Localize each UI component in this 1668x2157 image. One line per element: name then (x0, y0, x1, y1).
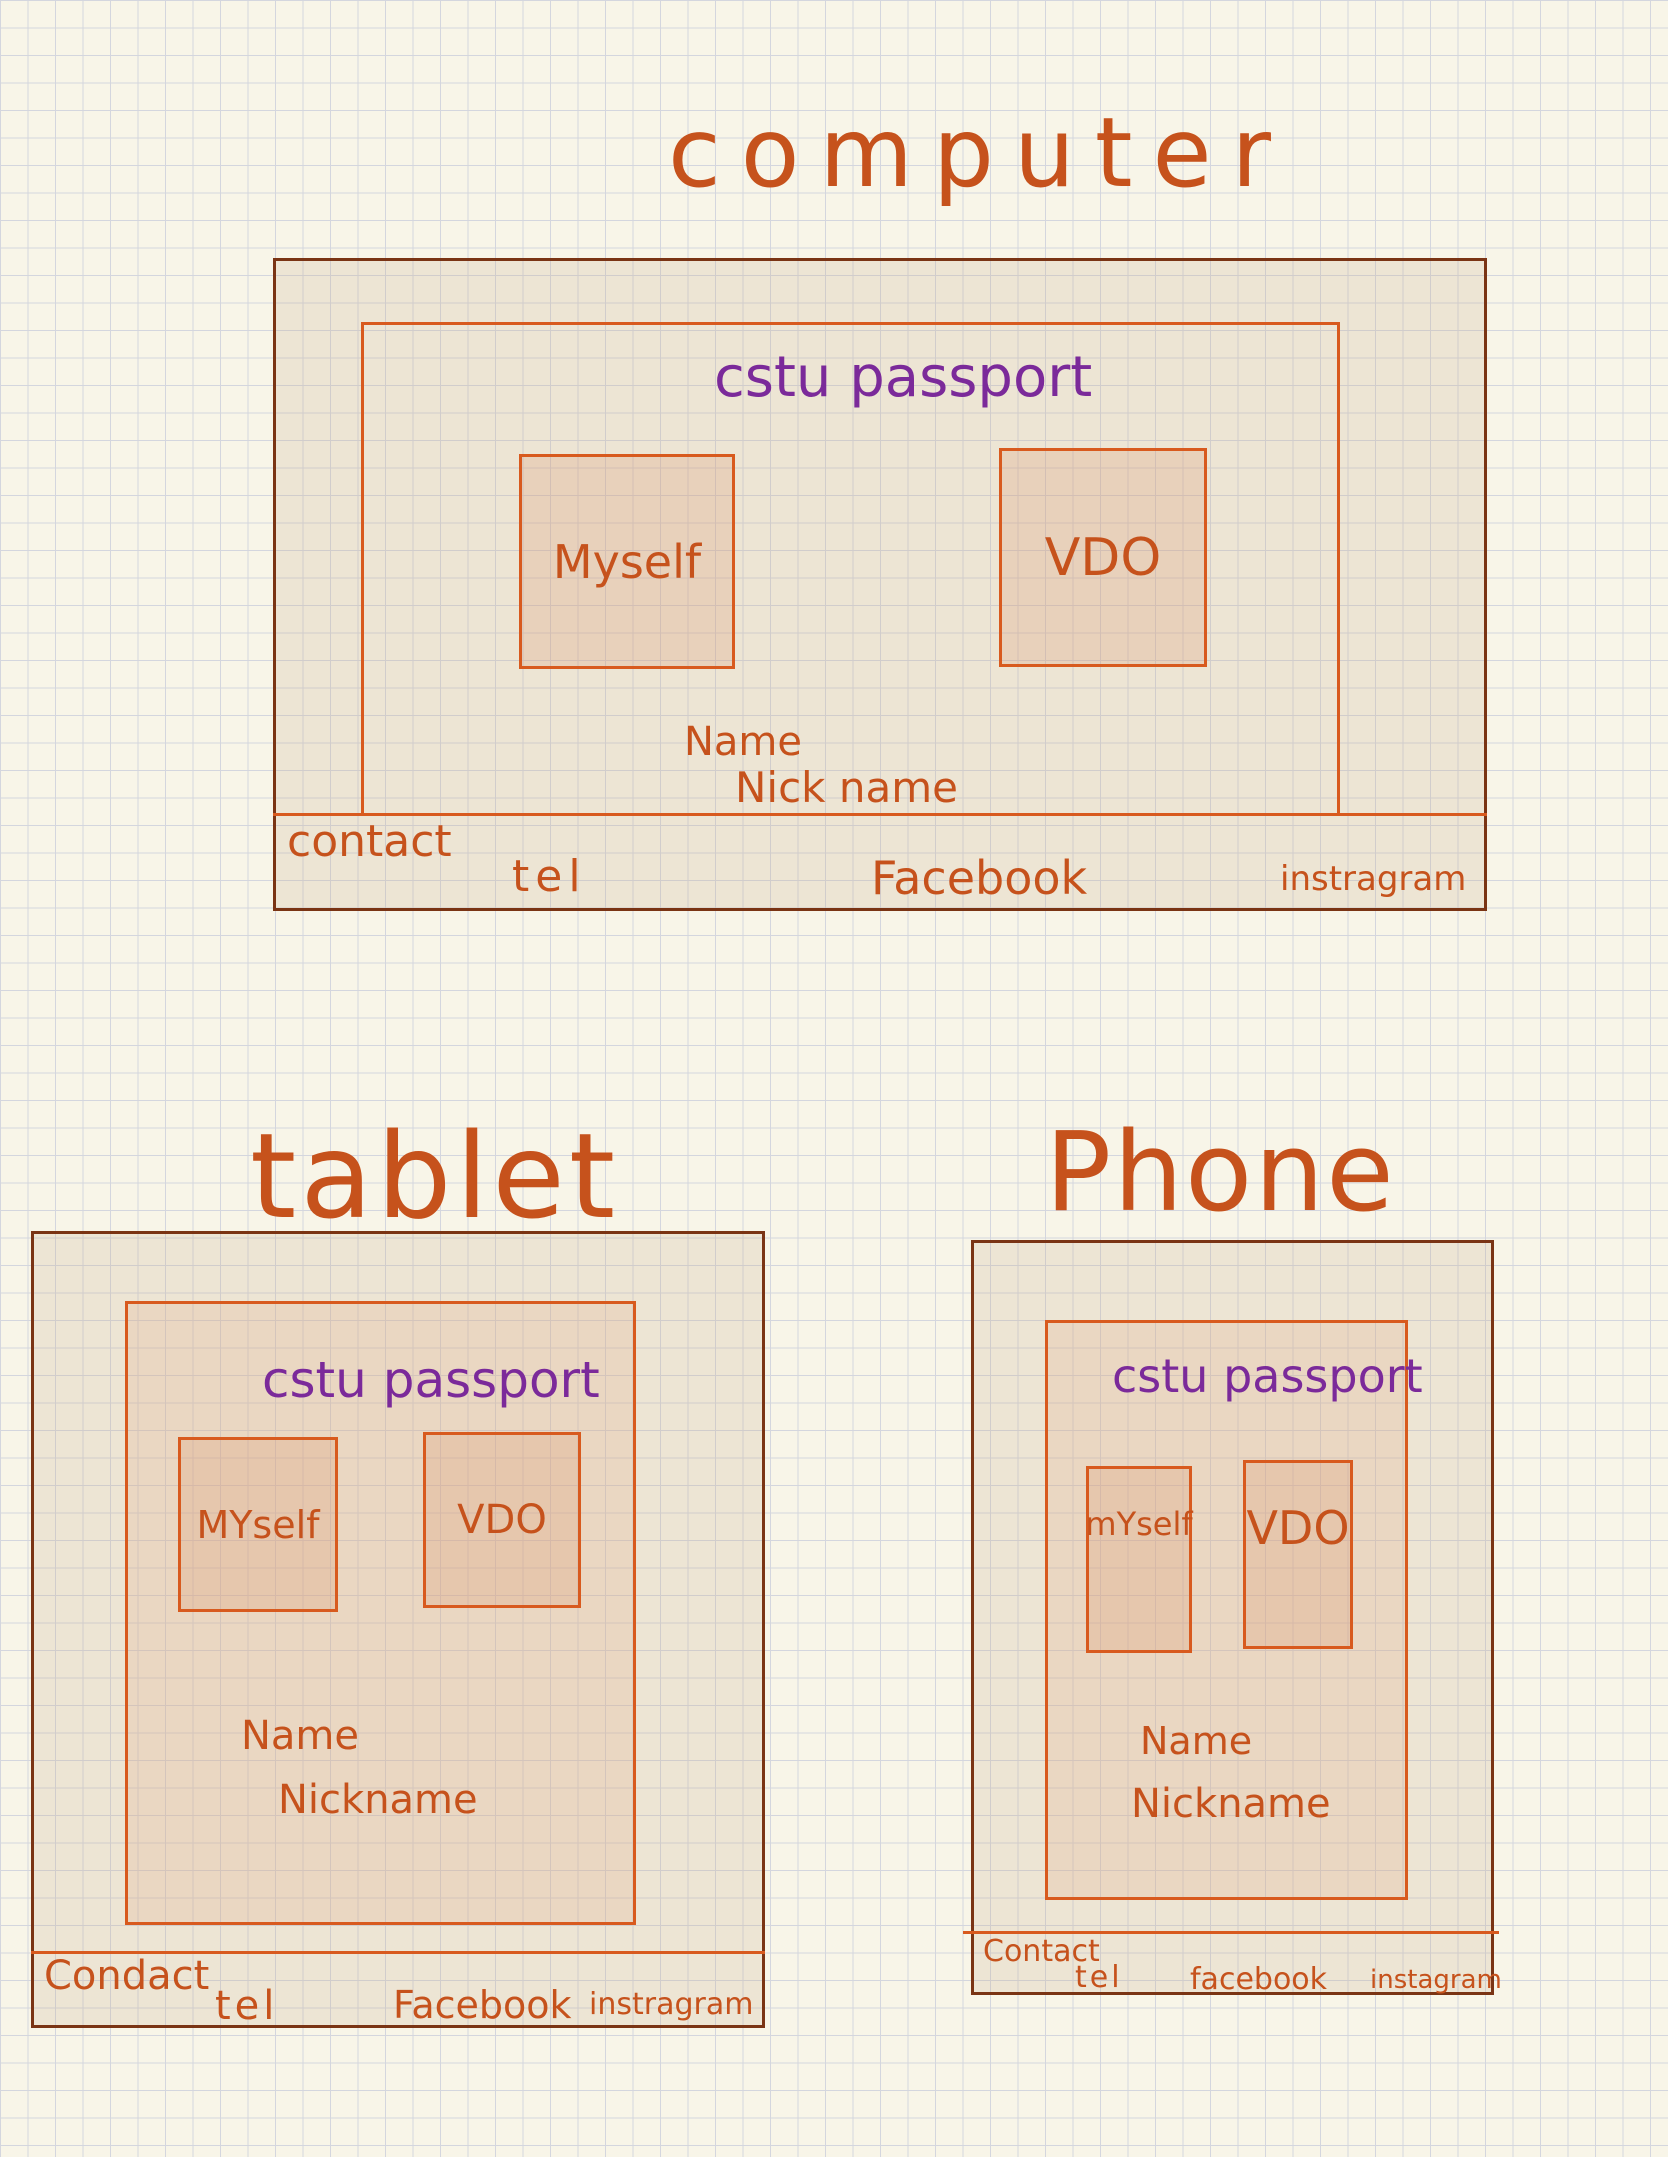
tablet-myself-label: MYself (196, 1502, 320, 1547)
tablet-frame (31, 1231, 765, 2028)
phone-nickname-label: Nickname (1131, 1781, 1331, 1827)
phone-contact-label: Contact (983, 1934, 1100, 1969)
phone-facebook-link[interactable]: facebook (1190, 1962, 1328, 1997)
phone-vdo-label: VDO (1246, 1501, 1350, 1555)
tablet-tel-link[interactable]: tel (215, 1983, 279, 2029)
computer-myself-box: Myself (519, 454, 735, 669)
tablet-vdo-box: VDO (423, 1432, 581, 1608)
tablet-vdo-label: VDO (457, 1497, 547, 1543)
computer-facebook-link[interactable]: Facebook (871, 851, 1088, 905)
tablet-footer-divider (31, 1951, 765, 1954)
phone-name-label: Name (1140, 1719, 1253, 1763)
phone-instagram-link[interactable]: instagram (1370, 1965, 1502, 1995)
tablet-content-area (125, 1301, 636, 1925)
phone-vdo-box: VDO (1243, 1460, 1353, 1649)
computer-instagram-link[interactable]: instragram (1280, 859, 1467, 899)
tablet-myself-box: MYself (178, 1437, 338, 1612)
tablet-header: cstu passport (262, 1351, 600, 1409)
tablet-name-label: Name (241, 1713, 360, 1759)
tablet-instagram-link[interactable]: instragram (589, 1987, 754, 2022)
phone-footer-divider (963, 1931, 1499, 1934)
phone-myself-box: mYself (1085, 1466, 1193, 1653)
tablet-title: tablet (250, 1107, 620, 1245)
computer-tel-link[interactable]: tel (512, 851, 587, 902)
computer-vdo-label: VDO (1044, 527, 1162, 588)
computer-footer-divider (273, 813, 1487, 816)
computer-frame (273, 258, 1487, 911)
phone-tel-link[interactable]: tel (1075, 1960, 1123, 1995)
tablet-nickname-label: Nickname (278, 1777, 478, 1823)
phone-content-area (1045, 1320, 1408, 1900)
computer-myself-label: Myself (552, 534, 702, 589)
computer-header: cstu passport (714, 345, 1093, 410)
computer-contact-label: contact (287, 816, 452, 867)
computer-title: computer (668, 97, 1291, 209)
phone-title: Phone (1045, 1108, 1396, 1236)
computer-vdo-box: VDO (999, 448, 1207, 667)
tablet-facebook-link[interactable]: Facebook (393, 1983, 572, 2027)
phone-myself-label: mYself (1085, 1505, 1193, 1543)
computer-name-label: Name (684, 719, 803, 765)
computer-nickname-label: Nick name (735, 763, 958, 812)
tablet-contact-label: Condact (44, 1953, 210, 1999)
phone-header: cstu passport (1112, 1349, 1423, 1403)
